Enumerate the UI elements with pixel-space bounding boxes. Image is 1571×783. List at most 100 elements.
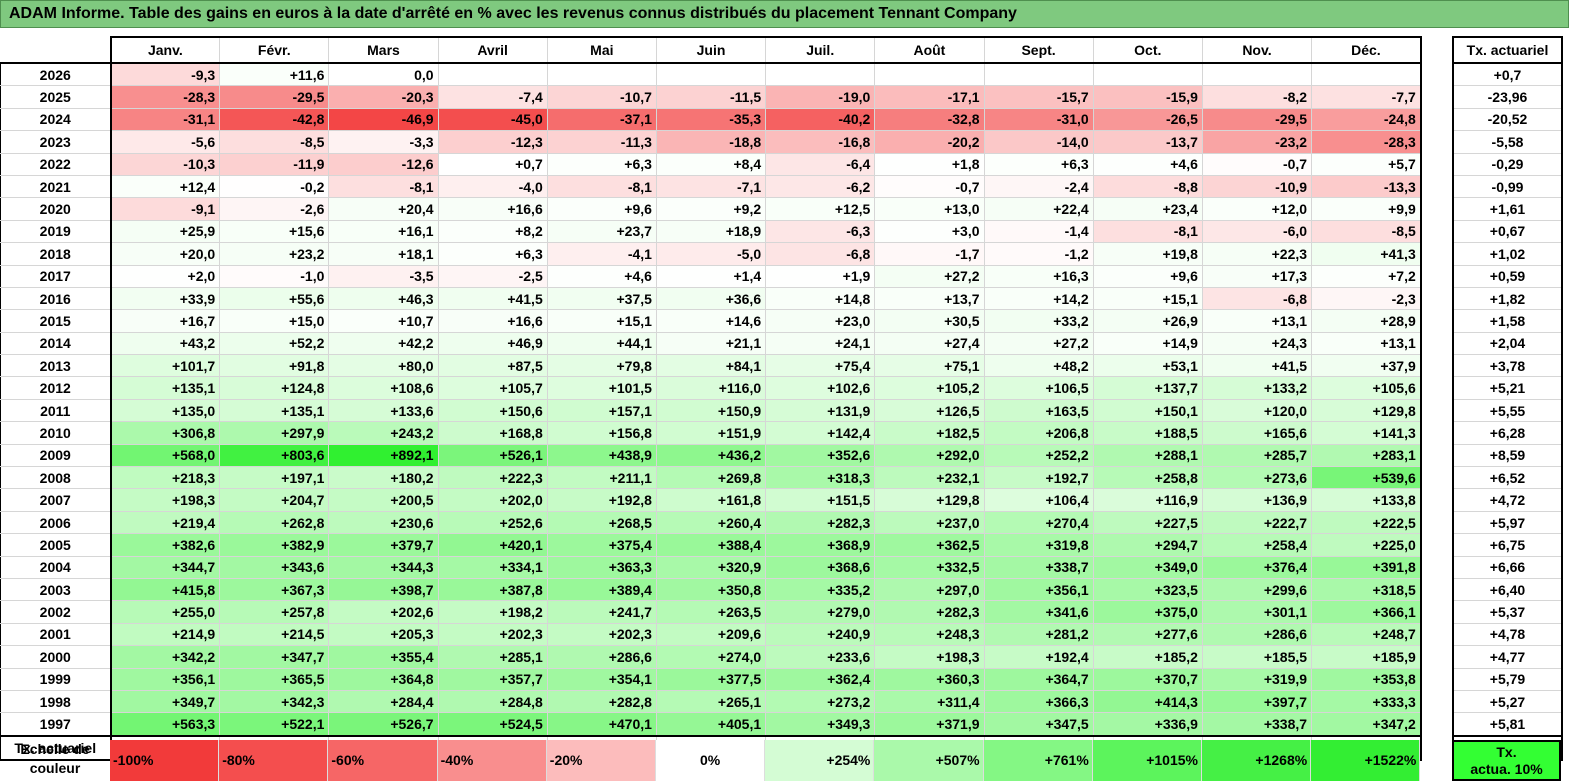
rate-cell: +3,78	[1452, 354, 1563, 378]
table-row: +1,58	[1452, 309, 1563, 333]
heatmap-cell: +161,8	[655, 488, 767, 512]
header-corner	[0, 37, 112, 64]
table-row: -0,29	[1452, 153, 1563, 176]
column-header: Sept.	[983, 36, 1094, 64]
heatmap-cell: +353,8	[1311, 667, 1422, 691]
table-row: +5,27	[1452, 690, 1563, 714]
heatmap-cell: -17,1	[874, 85, 985, 109]
heatmap-cell: +260,4	[655, 510, 767, 535]
column-header: Déc.	[1311, 36, 1422, 64]
heatmap-cell: +356,1	[983, 577, 1094, 602]
heatmap-cell: +338,7	[1201, 712, 1313, 737]
heatmap-cell: +13,0	[874, 197, 985, 221]
rate-cell: +6,52	[1452, 466, 1563, 490]
heatmap-cell: -8,1	[546, 174, 657, 199]
heatmap-cell: +349,0	[1092, 555, 1203, 579]
rate-cell: +1,02	[1452, 242, 1563, 266]
heatmap-cell: +350,8	[655, 577, 767, 602]
table-row: 2009 +568,0 +803,6 +892,1 +526,1 +438,9 +436,2…	[0, 443, 1422, 468]
table-row: +6,28	[1452, 421, 1563, 445]
heatmap-cell: +24,3	[1201, 331, 1313, 356]
heatmap-cell: -1,0	[219, 264, 330, 288]
heatmap-cell: +389,4	[546, 577, 657, 602]
heatmap-cell: +27,2	[874, 264, 985, 288]
heatmap-cell: +116,0	[655, 376, 767, 400]
heatmap-cell: -14,0	[983, 130, 1094, 154]
heatmap-cell: -2,6	[219, 197, 330, 221]
color-scale-swatch: +1522%	[1311, 740, 1421, 781]
heatmap-cell: +4,6	[546, 264, 657, 288]
heatmap-cell: +133,2	[1201, 376, 1313, 400]
heatmap-cell: +344,3	[328, 555, 439, 579]
heatmap-cell	[874, 62, 985, 87]
heatmap-cell: +14,8	[765, 286, 876, 311]
heatmap-cell: -11,3	[546, 130, 657, 154]
heatmap-cell: +214,5	[219, 622, 330, 647]
heatmap-cell: +185,9	[1311, 645, 1422, 669]
heatmap-cell: +241,7	[546, 600, 657, 624]
heatmap-cell: -13,7	[1092, 130, 1203, 154]
heatmap-cell: -9,1	[109, 197, 221, 221]
row-year-label: 2009	[0, 443, 112, 468]
heatmap-cell: +0,7	[437, 152, 548, 176]
heatmap-cell: +803,6	[219, 443, 330, 468]
heatmap-cell: +248,7	[1311, 622, 1422, 647]
rate-cell: +6,40	[1452, 578, 1563, 602]
heatmap-cell: +13,1	[1311, 331, 1422, 356]
table-row: +0,7	[1452, 63, 1563, 87]
row-year-label: 2016	[0, 286, 112, 311]
heatmap-cell: +116,9	[1092, 488, 1203, 512]
heatmap-cell: -26,5	[1092, 107, 1203, 132]
heatmap-cell: +414,3	[1092, 689, 1203, 714]
heatmap-cell: +12,0	[1201, 197, 1313, 221]
heatmap-cell: +332,5	[874, 555, 985, 579]
table-row: 2001 +214,9 +214,5 +205,3 +202,3 +202,3 +209,6…	[0, 622, 1422, 647]
heatmap-cell: +405,1	[655, 712, 767, 737]
heatmap-cell: +269,8	[655, 466, 767, 490]
heatmap-cell: +188,5	[1092, 421, 1203, 445]
heatmap-cell: +388,4	[655, 533, 767, 557]
heatmap-cell: +248,3	[874, 622, 985, 647]
heatmap-cell: -20,3	[328, 85, 439, 109]
rate-cell: -5,58	[1452, 130, 1563, 154]
heatmap-cell: +101,7	[109, 354, 221, 378]
heatmap-cell: +211,1	[546, 466, 657, 490]
heatmap-cell	[1092, 62, 1203, 87]
heatmap-cell: +151,5	[765, 488, 876, 512]
color-scale-swatch: +1268%	[1202, 740, 1312, 781]
heatmap-cell: +318,5	[1311, 577, 1422, 602]
heatmap-cell: +367,3	[219, 577, 330, 602]
heatmap-cell: +120,0	[1201, 398, 1313, 423]
heatmap-cell: +205,3	[328, 622, 439, 647]
heatmap-cell: +892,1	[328, 443, 439, 468]
table-row: -20,52	[1452, 108, 1563, 132]
heatmap-cell: -10,3	[109, 152, 221, 176]
color-scale-swatch: -20%	[546, 740, 656, 781]
heatmap-cell: +37,9	[1311, 354, 1422, 378]
heatmap-cell: -46,9	[328, 107, 439, 132]
heatmap-cell: +9,6	[1092, 264, 1203, 288]
heatmap-cell: +360,3	[874, 667, 985, 691]
heatmap-cell: +129,8	[874, 488, 985, 512]
heatmap-cell: +243,2	[328, 421, 439, 445]
heatmap-cell: +200,5	[328, 488, 439, 512]
table-row: 2013 +101,7 +91,8 +80,0 +87,5 +79,8 +84,1 +75,4…	[0, 354, 1422, 378]
heatmap-cell: +23,7	[546, 219, 657, 244]
heatmap-cell: +382,9	[219, 533, 330, 557]
color-scale-swatch: 0%	[656, 740, 766, 781]
heatmap-cell: +21,1	[655, 331, 767, 356]
heatmap-cell: -5,6	[109, 130, 221, 154]
rate-cell: +0,7	[1452, 63, 1563, 87]
heatmap-cell: +52,2	[219, 331, 330, 356]
heatmap-cell: +55,6	[219, 286, 330, 311]
heatmap-cell: +180,2	[328, 466, 439, 490]
table-row: -5,58	[1452, 130, 1563, 154]
heatmap-cell: +137,7	[1092, 376, 1203, 400]
heatmap-cell: -3,5	[328, 264, 439, 288]
heatmap-cell: +41,5	[1201, 354, 1313, 378]
heatmap-cell: +150,6	[437, 398, 548, 423]
heatmap-cell: -16,8	[765, 130, 876, 154]
heatmap-cell: +356,1	[109, 667, 221, 691]
row-year-label: 2026	[0, 62, 112, 87]
row-year-label: 2021	[0, 174, 112, 199]
